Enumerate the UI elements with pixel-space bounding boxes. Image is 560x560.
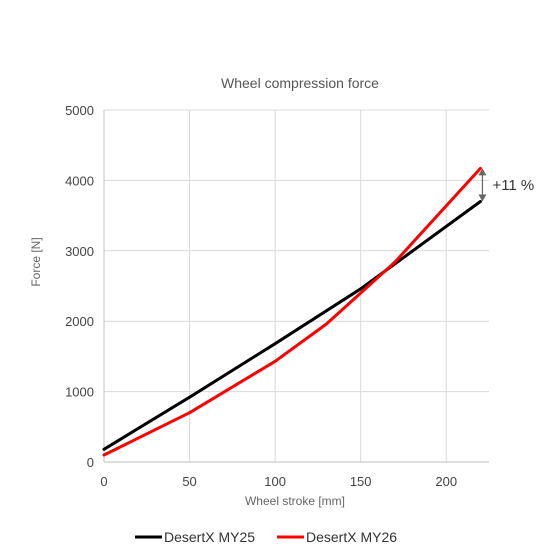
x-axis-label: Wheel stroke [mm] — [245, 494, 345, 508]
x-tick-label: 50 — [182, 474, 196, 489]
y-tick-label: 2000 — [65, 314, 94, 329]
annotation-label: +11 % — [492, 177, 534, 194]
x-tick-label: 150 — [350, 474, 372, 489]
annotation-arrow-down-icon — [478, 194, 487, 202]
grid — [104, 109, 489, 462]
y-tick-labels: 0 1000 2000 3000 4000 5000 — [65, 103, 94, 470]
y-tick-label: 5000 — [65, 103, 94, 118]
axes — [103, 110, 489, 463]
y-tick-label: 1000 — [65, 385, 94, 400]
series-line-2 — [102, 166, 482, 457]
x-tick-labels: 0 50 100 150 200 — [100, 474, 457, 489]
y-tick-label: 0 — [87, 455, 94, 470]
y-tick-label: 3000 — [65, 244, 94, 259]
difference-annotation: +11 % — [478, 168, 534, 202]
y-axis-label: Force [N] — [29, 237, 43, 286]
x-tick-label: 200 — [435, 474, 457, 489]
legend-label-1: DesertX MY25 — [164, 529, 255, 545]
legend-label-2: DesertX MY26 — [306, 529, 397, 545]
chart-title: Wheel compression force — [221, 75, 379, 91]
legend: DesertX MY25 DesertX MY26 — [135, 529, 397, 545]
series-line-1 — [102, 200, 482, 451]
x-tick-label: 100 — [264, 474, 286, 489]
series-lines — [102, 166, 482, 457]
annotation-arrow-up-icon — [478, 168, 487, 176]
y-tick-label: 4000 — [65, 173, 94, 188]
x-tick-label: 0 — [100, 474, 107, 489]
